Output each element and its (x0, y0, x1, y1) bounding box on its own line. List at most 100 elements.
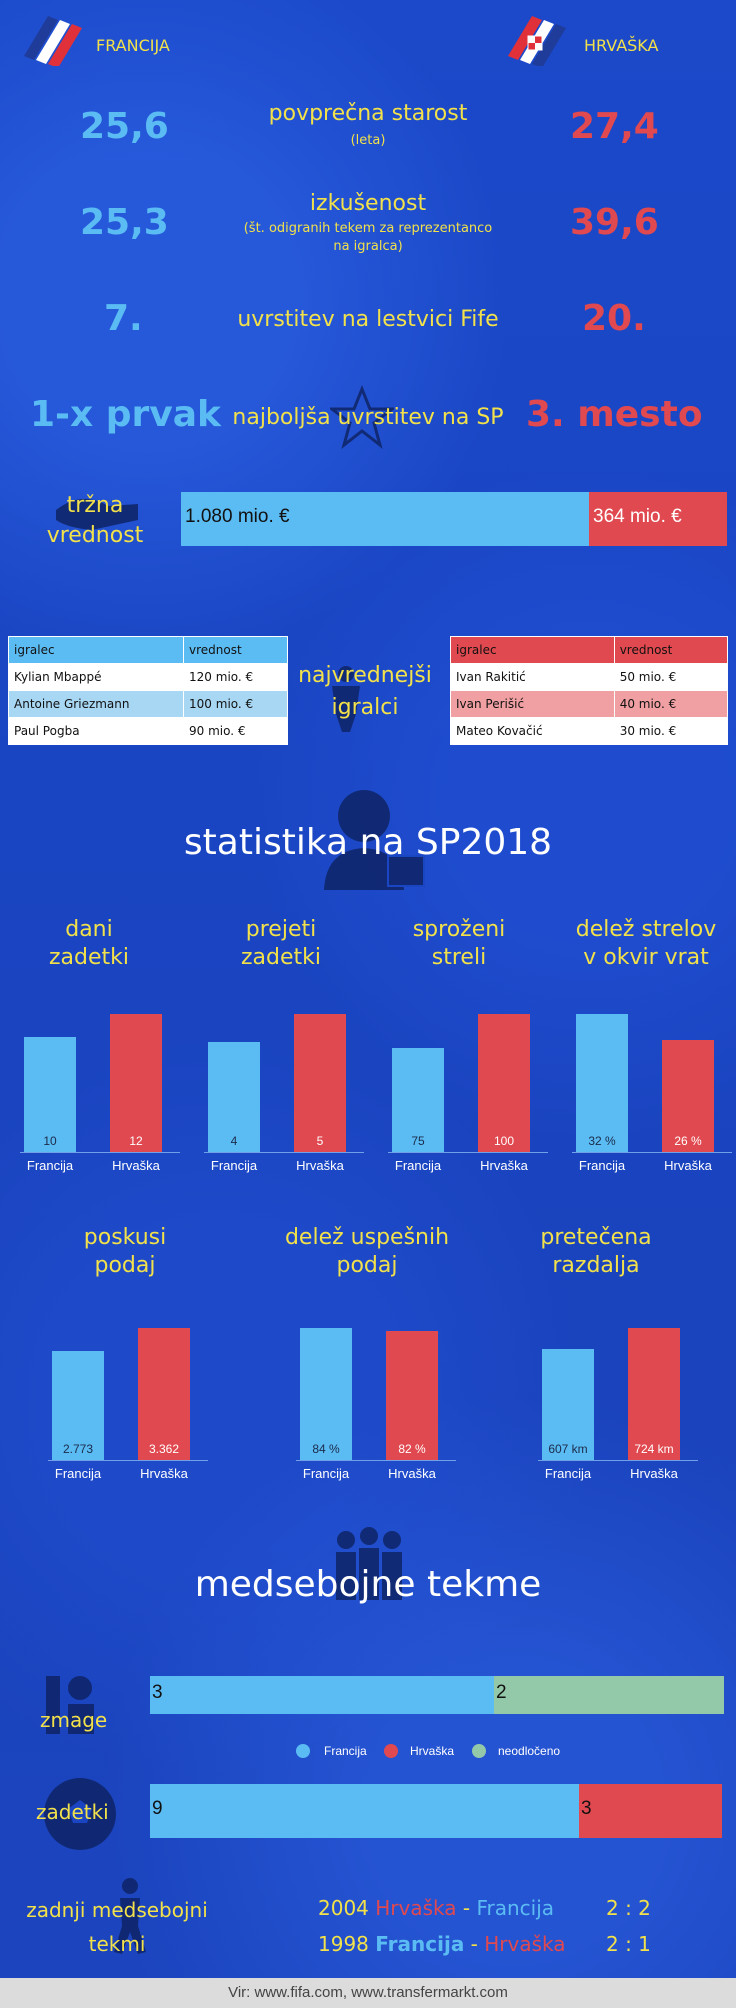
bar-france (52, 1351, 104, 1460)
fifa-rank-label: uvrstitev na lestvici Fife (237, 307, 499, 332)
age-croatia: 27,4 (570, 106, 659, 147)
chart-title-shots: sproženi streli (412, 917, 506, 970)
stats-title: statistika na SP2018 (183, 822, 553, 863)
experience-label: izkušenost (309, 191, 427, 216)
bar-france (300, 1328, 352, 1460)
bar-category-label: Hrvaška (480, 1158, 528, 1173)
match-year: 2004 (318, 1896, 369, 1920)
match-away-team: Francija (476, 1896, 555, 1920)
best-result-france: 1-x prvak (30, 394, 221, 435)
bar-france (576, 1014, 628, 1152)
wins-segment-france: 3 (150, 1676, 494, 1714)
player-value: 100 mio. € (183, 690, 288, 718)
h2h-goals-label: zadetki (36, 1800, 109, 1824)
player-value: 120 mio. € (183, 663, 288, 691)
team-name-france: FRANCIJA (96, 36, 170, 55)
legend-label-france: Francija (324, 1744, 367, 1758)
chart-title-pass-attempts: poskusi podaj (83, 1225, 167, 1278)
market-value-croatia: 364 mio. € (593, 506, 682, 527)
bar-france (542, 1349, 594, 1460)
goals-segment-croatia: 3 (579, 1784, 722, 1838)
player-value: 30 mio. € (613, 717, 729, 745)
table-header-player: igralec (7, 636, 185, 664)
table-row: Ivan Perišić 40 mio. € (450, 690, 729, 718)
bar-value-label: 10 (43, 1134, 57, 1148)
analyst-icon (324, 790, 425, 890)
bar-category-label: Francija (544, 1466, 592, 1481)
match-away-team: Hrvaška (484, 1932, 566, 1956)
match-home-team: Francija (375, 1932, 465, 1956)
valuable-label-2: igralci (331, 695, 399, 720)
table-header-value: vrednost (613, 636, 729, 664)
bar-croatia (628, 1328, 680, 1460)
legend-label-croatia: Hrvaška (410, 1744, 455, 1758)
chart-axis (20, 1152, 180, 1153)
bar-value-label: 32 % (588, 1134, 616, 1148)
last-match-2-score: 2 : 1 (606, 1932, 651, 1956)
table-row: Mateo Kovačić 30 mio. € (450, 717, 729, 745)
player-name: Ivan Perišić (450, 690, 615, 718)
bar-value-label: 100 (493, 1134, 515, 1148)
market-value-france: 1.080 mio. € (185, 506, 290, 527)
last-matches-label-1: zadnji medsebojni (26, 1898, 208, 1922)
table-row: Ivan Rakitić 50 mio. € (450, 663, 729, 691)
chart-axis (538, 1460, 698, 1461)
best-result-croatia: 3. mesto (526, 394, 703, 435)
star-icon (330, 385, 394, 449)
player-value: 50 mio. € (613, 663, 729, 691)
bar-category-label: Francija (54, 1466, 102, 1481)
players-celebrating-icon (336, 1527, 402, 1600)
fifa-rank-france: 7. (104, 298, 143, 339)
table-row: Antoine Griezmann 100 mio. € (7, 690, 288, 718)
bar-france (24, 1037, 76, 1152)
bar-value-label: 82 % (398, 1442, 426, 1456)
bar-category-label: Hrvaška (388, 1466, 436, 1481)
bar-category-label: Francija (578, 1158, 626, 1173)
legend-dot-france (296, 1744, 310, 1758)
money-hand-icon (56, 498, 138, 530)
table-valuable-croatia: igralec vrednost Ivan Rakitić 50 mio. € Iv… (450, 636, 729, 745)
experience-croatia: 39,6 (570, 202, 659, 243)
team-name-croatia: HRVAŠKA (584, 36, 659, 55)
bar-category-label: Hrvaška (296, 1158, 344, 1173)
valuable-label-1: najvrednejši (298, 663, 432, 688)
chart-title-shots-on-target: delež strelov v okvir vrat (575, 917, 717, 970)
bar-value-label: 26 % (674, 1134, 702, 1148)
source-footer: Vir: www.fifa.com, www.transfermarkt.com (0, 1978, 736, 2008)
fifa-rank-croatia: 20. (582, 298, 646, 339)
age-france: 25,6 (80, 106, 169, 147)
player-silhouette-icon (332, 666, 360, 732)
player-name: Ivan Rakitić (450, 663, 615, 691)
bar-value-label: 4 (230, 1134, 238, 1148)
last-match-1: 2004 Hrvaška - Francija (318, 1896, 554, 1920)
player-value: 90 mio. € (183, 717, 288, 745)
chart-title-pass-accuracy: delež uspešnih podaj (284, 1225, 450, 1278)
last-matches-label-2: tekmi (88, 1932, 146, 1956)
france-flag-icon (24, 16, 82, 66)
player-name: Paul Pogba (7, 717, 185, 745)
h2h-wins-label: zmage (40, 1708, 108, 1732)
table-valuable-france: igralec vrednost Kylian Mbappé 120 mio. € … (7, 636, 288, 745)
table-row: Kylian Mbappé 120 mio. € (7, 663, 288, 691)
table-row: Paul Pogba 90 mio. € (7, 717, 288, 745)
bar-croatia (386, 1331, 438, 1460)
match-year: 1998 (318, 1932, 369, 1956)
legend-dot-croatia (384, 1744, 398, 1758)
bar-value-label: 724 km (634, 1442, 674, 1456)
player-name: Mateo Kovačić (450, 717, 615, 745)
experience-sub: (št. odigranih tekem za reprezentanco na… (243, 221, 493, 255)
bar-croatia (294, 1014, 346, 1152)
bar-value-label: 12 (129, 1134, 143, 1148)
bar-value-label: 3.362 (148, 1442, 180, 1456)
last-match-2: 1998 Francija - Hrvaška (318, 1932, 566, 1956)
bar-value-label: 607 km (548, 1442, 588, 1456)
chart-axis (572, 1152, 732, 1153)
experience-france: 25,3 (80, 202, 169, 243)
bar-croatia (110, 1014, 162, 1152)
match-separator: - (456, 1896, 477, 1920)
bar-value-label: 75 (411, 1134, 425, 1148)
chart-axis (204, 1152, 364, 1153)
h2h-title: medsebojne tekme (194, 1564, 542, 1605)
